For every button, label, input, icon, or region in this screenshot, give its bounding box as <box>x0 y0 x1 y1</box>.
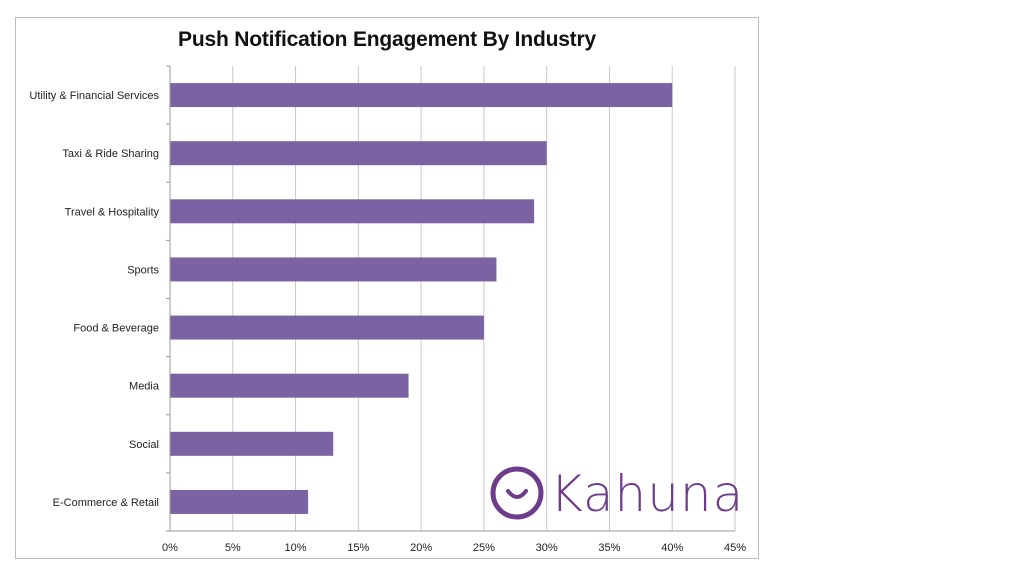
x-tick-label: 35% <box>598 542 620 554</box>
category-label: Social <box>129 439 159 451</box>
bar <box>170 373 409 398</box>
category-label: Media <box>129 381 160 393</box>
category-label: Food & Beverage <box>73 323 159 335</box>
brand-logo: Kahuna <box>490 465 744 523</box>
bar <box>170 489 309 514</box>
bar <box>170 83 673 108</box>
x-tick-label: 10% <box>285 542 307 554</box>
bar <box>170 141 547 166</box>
x-tick-label: 25% <box>473 542 495 554</box>
smile-circle-icon <box>490 466 544 520</box>
category-labels: Utility & Financial Services Taxi & Ride … <box>29 90 159 509</box>
bar <box>170 431 334 456</box>
category-label: Sports <box>127 264 159 276</box>
x-tick-label: 30% <box>536 542 558 554</box>
chart-frame <box>15 17 759 559</box>
x-tick-label: 15% <box>347 542 369 554</box>
category-label: Utility & Financial Services <box>29 90 159 102</box>
category-label: Travel & Hospitality <box>65 206 160 218</box>
bar <box>170 257 497 282</box>
x-tick-label: 5% <box>225 542 241 554</box>
smile-mouth <box>506 489 528 499</box>
x-tick-label: 45% <box>724 542 746 554</box>
brand-name: Kahuna <box>550 465 744 523</box>
category-label: E-Commerce & Retail <box>53 497 159 509</box>
x-tick-label: 0% <box>162 542 178 554</box>
x-tick-label: 40% <box>661 542 683 554</box>
x-tick-label: 20% <box>410 542 432 554</box>
x-tick-labels: 0% 5% 10% 15% 20% 25% 30% 35% 40% 45% <box>162 542 746 554</box>
bars <box>170 83 673 514</box>
bar <box>170 315 484 340</box>
chart-title: Push Notification Engagement By Industry <box>178 28 596 51</box>
category-label: Taxi & Ride Sharing <box>62 148 159 160</box>
axes <box>166 65 735 532</box>
grid-lines <box>232 66 736 531</box>
bar <box>170 199 535 224</box>
